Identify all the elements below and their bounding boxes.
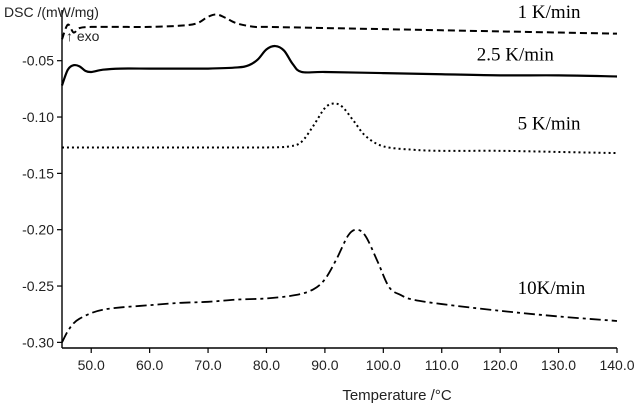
x-tick-label: 50.0 (78, 357, 105, 373)
y-tick-label: -0.10 (22, 109, 54, 125)
y-tick-label: -0.30 (22, 334, 54, 350)
series-label-1: 1 K/min (518, 2, 581, 23)
y-tick-label: -0.25 (22, 278, 54, 294)
x-tick-label: 90.0 (311, 357, 338, 373)
x-tick-label: 60.0 (136, 357, 163, 373)
series-label-3: 5 K/min (518, 113, 581, 134)
series-line-4 (61, 228, 618, 343)
series-line-2 (60, 44, 618, 86)
x-tick-label: 110.0 (425, 357, 459, 373)
y-tick-label: -0.05 (22, 53, 54, 69)
y-axis-exo-label: ↑ exo (66, 28, 100, 44)
x-tick-label: 130.0 (541, 357, 576, 373)
series-line-1 (61, 13, 618, 40)
series-label-4: 10K/min (518, 278, 586, 299)
x-tick-label: 80.0 (253, 357, 280, 373)
series-labels: 1 K/min 2.5 K/min 5 K/min 10K/min (477, 2, 586, 299)
ticks: 50.0 60.0 70.0 80.0 90.0 100.0 110.0 120.0 130.0… (22, 53, 635, 373)
x-axis-label: Temperature /°C (342, 387, 452, 404)
x-tick-label: 140.0 (599, 357, 634, 373)
x-tick-label: 120.0 (483, 357, 518, 373)
curves (60, 13, 618, 343)
axes (61, 10, 617, 349)
y-axis-label: DSC /(mW/mg) (4, 4, 99, 20)
y-tick-label: -0.15 (22, 165, 54, 181)
x-tick-label: 70.0 (194, 357, 221, 373)
x-tick-label: 100.0 (366, 357, 401, 373)
series-line-3 (61, 102, 618, 155)
series-label-2: 2.5 K/min (477, 45, 555, 66)
y-tick-label: -0.20 (22, 222, 54, 238)
